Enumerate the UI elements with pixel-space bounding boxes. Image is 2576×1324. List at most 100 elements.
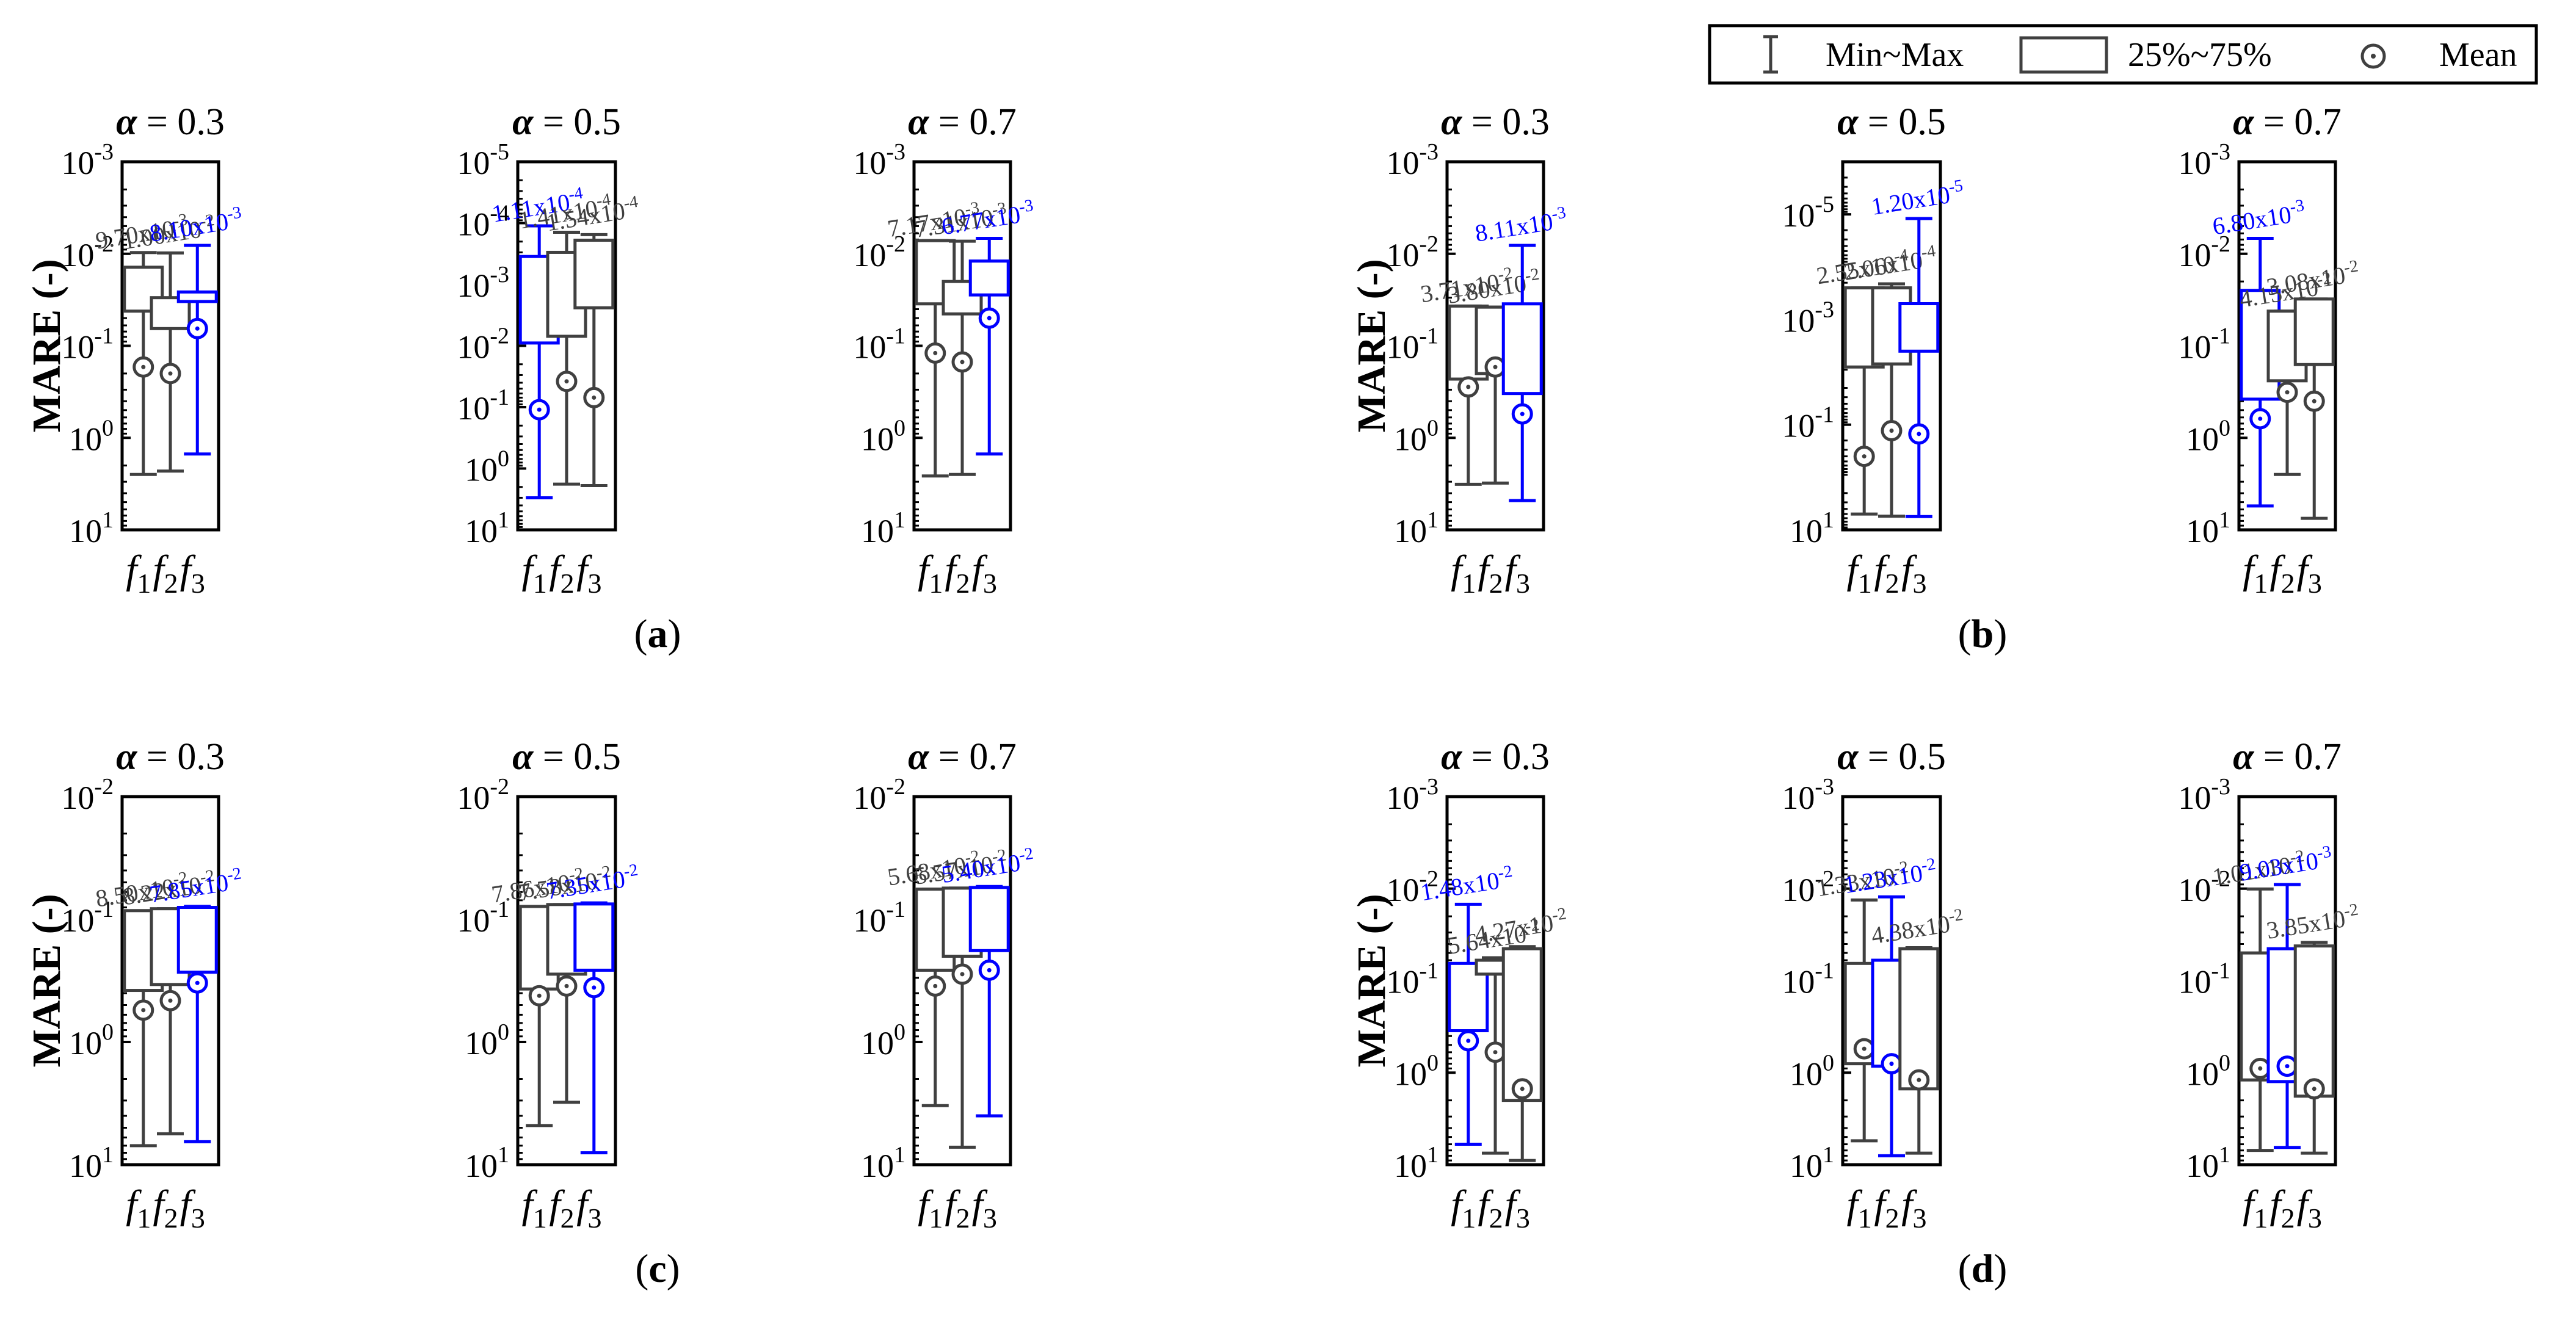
title-alpha-value: = 0.3	[1471, 736, 1550, 778]
mean-marker-dot	[2258, 1066, 2263, 1071]
y-tick-label: 10-1	[1782, 402, 1834, 444]
y-tick-label: 10-1	[457, 897, 509, 939]
legend-label-iqr: 25%~75%	[2128, 36, 2272, 74]
y-tick-label: 10-1	[1782, 958, 1834, 1000]
y-tick-exponent: -5	[1815, 192, 1834, 217]
title-alpha-value: = 0.5	[543, 101, 621, 143]
min-value-exponent: -2	[595, 862, 612, 883]
min-value-exponent: -2	[1551, 904, 1568, 925]
mean-marker-dot	[1917, 1077, 1921, 1082]
y-tick-exponent: -2	[490, 324, 509, 349]
x-tick-subscript: 2	[1489, 1203, 1503, 1234]
y-tick-label: 10-3	[457, 262, 509, 304]
y-tick-base: 10	[2186, 513, 2219, 549]
title-alpha-value: = 0.3	[147, 736, 225, 778]
subplot-title: α = 0.5	[1837, 101, 1946, 143]
y-tick-exponent: 1	[2219, 1142, 2230, 1168]
y-tick-label: 100	[861, 415, 905, 457]
x-tick-subscript: 1	[533, 568, 547, 599]
y-tick-label: 10-3	[1782, 297, 1834, 339]
subplot-title: α = 0.7	[908, 101, 1017, 143]
mean-marker-dot	[1520, 1087, 1525, 1091]
panel-label-close: )	[668, 612, 681, 656]
panel-label-open: (	[1958, 612, 1972, 656]
panel-label-close: )	[1994, 612, 2007, 656]
title-alpha-symbol: α	[116, 101, 147, 143]
y-tick-label: 101	[861, 1142, 905, 1184]
y-tick-base: 10	[2186, 1148, 2219, 1184]
y-tick-exponent: 1	[894, 507, 905, 533]
x-tick-subscript: 1	[533, 1203, 547, 1234]
y-tick-base: 10	[465, 452, 498, 488]
legend-label-mean: Mean	[2439, 36, 2517, 74]
x-tick-label: f2	[945, 1182, 970, 1234]
min-value-exponent: -2	[2343, 900, 2360, 921]
title-alpha-symbol: α	[908, 736, 938, 778]
y-tick-base: 10	[457, 206, 490, 243]
min-value-exponent: -3	[963, 198, 981, 219]
x-tick-label: f1	[1451, 548, 1476, 599]
iqr-box	[2293, 297, 2335, 366]
subplot-alpha-0-5: α = 0.510-510-410-310-210-11001011.11x10…	[457, 101, 639, 599]
title-alpha-symbol: α	[908, 101, 938, 143]
title-alpha-value: = 0.5	[543, 736, 621, 778]
subplot-title: α = 0.5	[1837, 736, 1946, 778]
y-tick-label: 100	[69, 1019, 114, 1062]
y-tick-base: 10	[1394, 421, 1427, 457]
min-value-exponent: -4	[595, 190, 612, 211]
mean-marker-dot	[2285, 1064, 2290, 1069]
min-value-exponent: -2	[622, 861, 639, 881]
mean-marker-dot	[141, 364, 146, 369]
y-tick-label: 10-1	[2178, 324, 2230, 366]
title-alpha-symbol: α	[1837, 736, 1868, 778]
panel-c: MARE (-)(c)α = 0.310-210-11001018.50x10-…	[24, 736, 1035, 1291]
mean-marker-dot	[1862, 1046, 1867, 1051]
title-alpha-value: = 0.7	[938, 736, 1017, 778]
x-tick-subscript: 2	[1885, 1203, 1899, 1234]
min-value-exponent: -2	[1497, 264, 1514, 284]
subplot-title: α = 0.7	[908, 736, 1017, 778]
title-alpha-value: = 0.7	[2263, 101, 2342, 143]
panel-label: (a)	[634, 612, 681, 656]
min-value-exponent: -2	[2343, 256, 2360, 277]
y-tick-exponent: -3	[94, 139, 114, 165]
y-tick-base: 10	[2186, 421, 2219, 457]
y-tick-base: 10	[61, 145, 94, 181]
panel-label-open: (	[634, 612, 648, 656]
x-tick-subscript: 1	[929, 1203, 943, 1234]
y-tick-label: 10-3	[1386, 139, 1439, 181]
legend-frame	[1708, 24, 2538, 85]
y-tick-base: 10	[853, 902, 886, 939]
y-tick-label: 100	[861, 1019, 905, 1062]
plot-frame	[120, 795, 220, 1167]
y-tick-exponent: -4	[490, 201, 509, 226]
y-tick-exponent: -1	[2211, 324, 2230, 349]
y-tick-exponent: -3	[1815, 297, 1834, 322]
x-tick-label: f1	[918, 548, 943, 599]
panel-label-letter: b	[1972, 612, 1994, 656]
min-value-exponent: -3	[990, 199, 1007, 220]
min-value-exponent: -4	[1920, 242, 1937, 262]
mean-marker-dot	[1466, 1038, 1471, 1043]
x-tick-subscript: 2	[956, 568, 970, 599]
x-tick-subscript: 2	[164, 568, 178, 599]
y-tick-exponent: -2	[94, 231, 114, 257]
mean-marker-dot	[987, 968, 992, 972]
y-tick-label: 10-2	[1386, 231, 1439, 273]
y-tick-exponent: -3	[886, 139, 905, 165]
y-tick-exponent: -2	[490, 774, 509, 800]
title-alpha-symbol: α	[1837, 101, 1868, 143]
min-value-exponent: -2	[2288, 847, 2306, 867]
subplot-alpha-0-7: α = 0.710-310-210-11001011.01x10-2f19.03…	[2178, 736, 2360, 1234]
y-tick-base: 10	[457, 267, 490, 304]
y-tick-exponent: 1	[1427, 507, 1439, 533]
y-tick-exponent: -1	[886, 324, 905, 349]
y-tick-label: 10-1	[457, 385, 509, 427]
y-tick-exponent: -1	[2211, 958, 2230, 984]
y-tick-label: 10-2	[61, 231, 114, 273]
y-tick-label: 10-2	[2178, 231, 2230, 273]
y-tick-exponent: 1	[498, 507, 509, 533]
panel-label-close: )	[667, 1246, 680, 1291]
iqr-box	[176, 290, 218, 303]
min-value-exponent: -2	[226, 864, 243, 884]
